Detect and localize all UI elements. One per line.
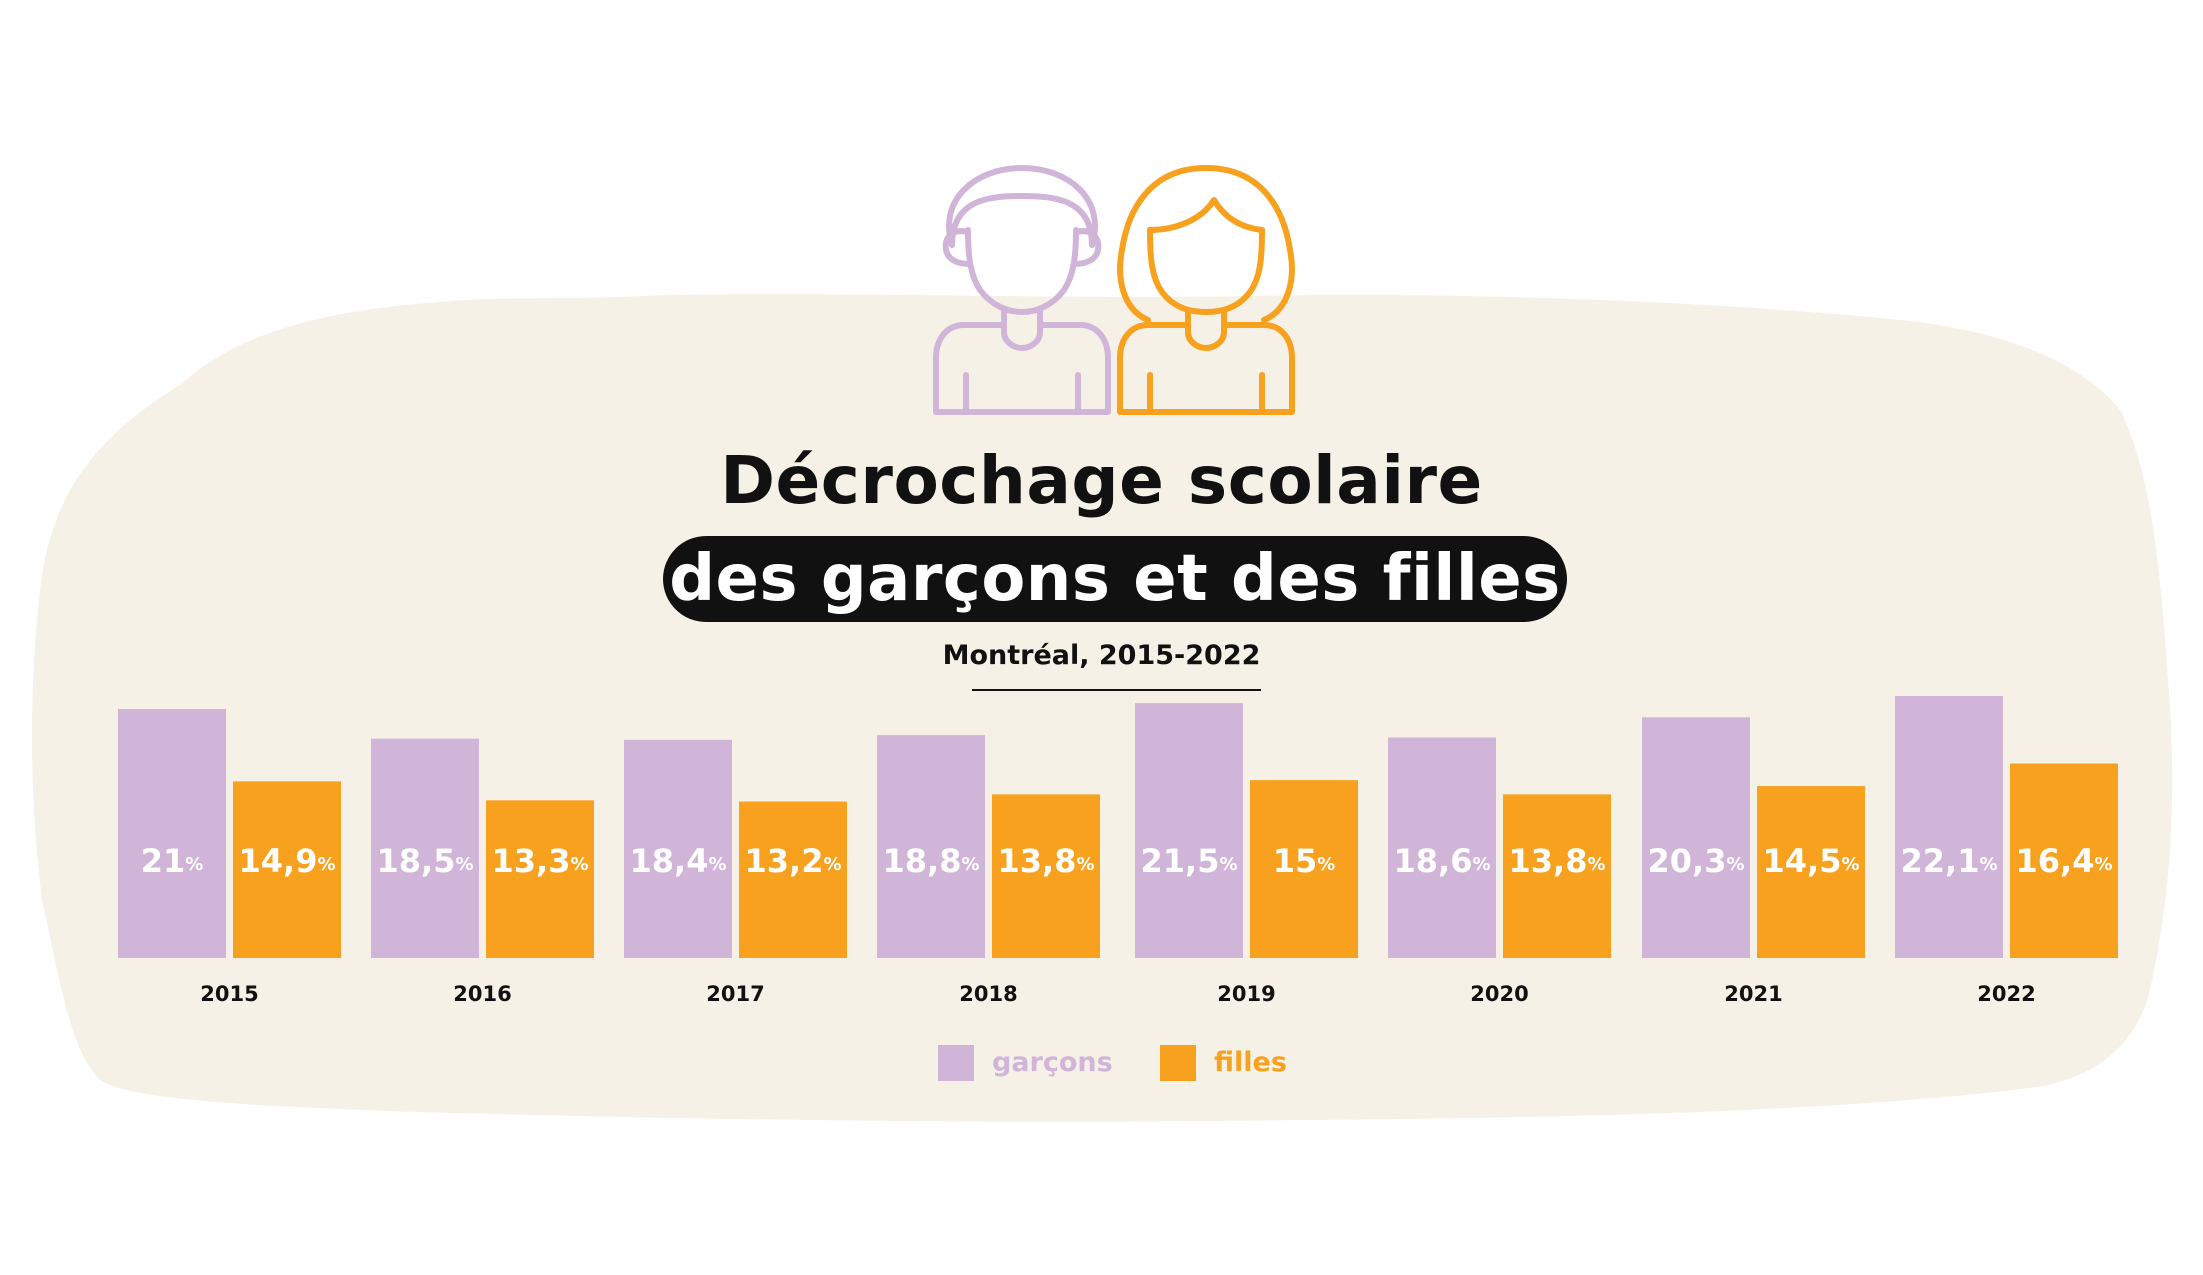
x-tick-label-2022: 2022 [1977,982,2035,1006]
x-tick-label-2020: 2020 [1470,982,1528,1006]
data-label-garcons-2022: 22,1% [1901,842,1998,880]
legend-item-garcons: garçons [938,1045,1113,1081]
chart-subtitle-pill: des garçons et des filles [663,536,1567,622]
data-label-garcons-2015: 21% [141,842,204,880]
data-label-filles-2018: 13,8% [998,842,1095,880]
legend-label-filles: filles [1214,1047,1287,1078]
bar-filles-2022 [2010,763,2118,958]
bar-garcons-2017 [624,739,732,958]
chart-title: Décrochage scolaire [720,442,1483,519]
data-label-garcons-2020: 18,6% [1394,842,1491,880]
x-tick-label-2015: 2015 [200,982,258,1006]
bar-garcons-2022 [1895,696,2003,958]
bar-filles-2017 [739,801,847,958]
legend: garçons filles [0,1045,2203,1081]
x-tick-label-2017: 2017 [706,982,764,1006]
bar-garcons-2016 [371,738,479,958]
x-tick-label-2018: 2018 [959,982,1017,1006]
bar-filles-2021 [1757,786,1865,958]
legend-swatch-garcons [938,1045,974,1081]
legend-swatch-filles [1160,1045,1196,1081]
data-label-garcons-2021: 20,3% [1648,842,1745,880]
region-underline [972,689,1261,691]
data-label-filles-2022: 16,4% [2016,842,2113,880]
data-label-filles-2021: 14,5% [1763,842,1860,880]
x-tick-label-2016: 2016 [453,982,511,1006]
bar-filles-2020 [1503,794,1611,958]
data-label-filles-2020: 13,8% [1509,842,1606,880]
legend-item-filles: filles [1160,1045,1287,1081]
data-label-garcons-2019: 21,5% [1141,842,1238,880]
boy-icon [933,165,1111,415]
x-tick-label-2021: 2021 [1724,982,1782,1006]
data-label-filles-2019: 15% [1273,842,1336,880]
bar-filles-2015 [233,781,341,958]
bar-garcons-2020 [1388,737,1496,958]
legend-label-garcons: garçons [992,1047,1113,1078]
girl-icon [1117,165,1295,415]
kids-illustration [933,165,1295,415]
bar-garcons-2018 [877,735,985,958]
data-label-filles-2016: 13,3% [492,842,589,880]
data-label-garcons-2017: 18,4% [630,842,727,880]
region-label: Montréal, 2015-2022 [942,640,1261,671]
x-tick-label-2019: 2019 [1217,982,1275,1006]
bar-filles-2018 [992,794,1100,958]
bar-garcons-2021 [1642,717,1750,958]
bar-garcons-2015 [118,709,226,958]
data-label-filles-2017: 13,2% [745,842,842,880]
bar-garcons-2019 [1135,703,1243,958]
data-label-filles-2015: 14,9% [239,842,336,880]
bar-filles-2019 [1250,780,1358,958]
data-label-garcons-2016: 18,5% [377,842,474,880]
data-label-garcons-2018: 18,8% [883,842,980,880]
bar-filles-2016 [486,800,594,958]
